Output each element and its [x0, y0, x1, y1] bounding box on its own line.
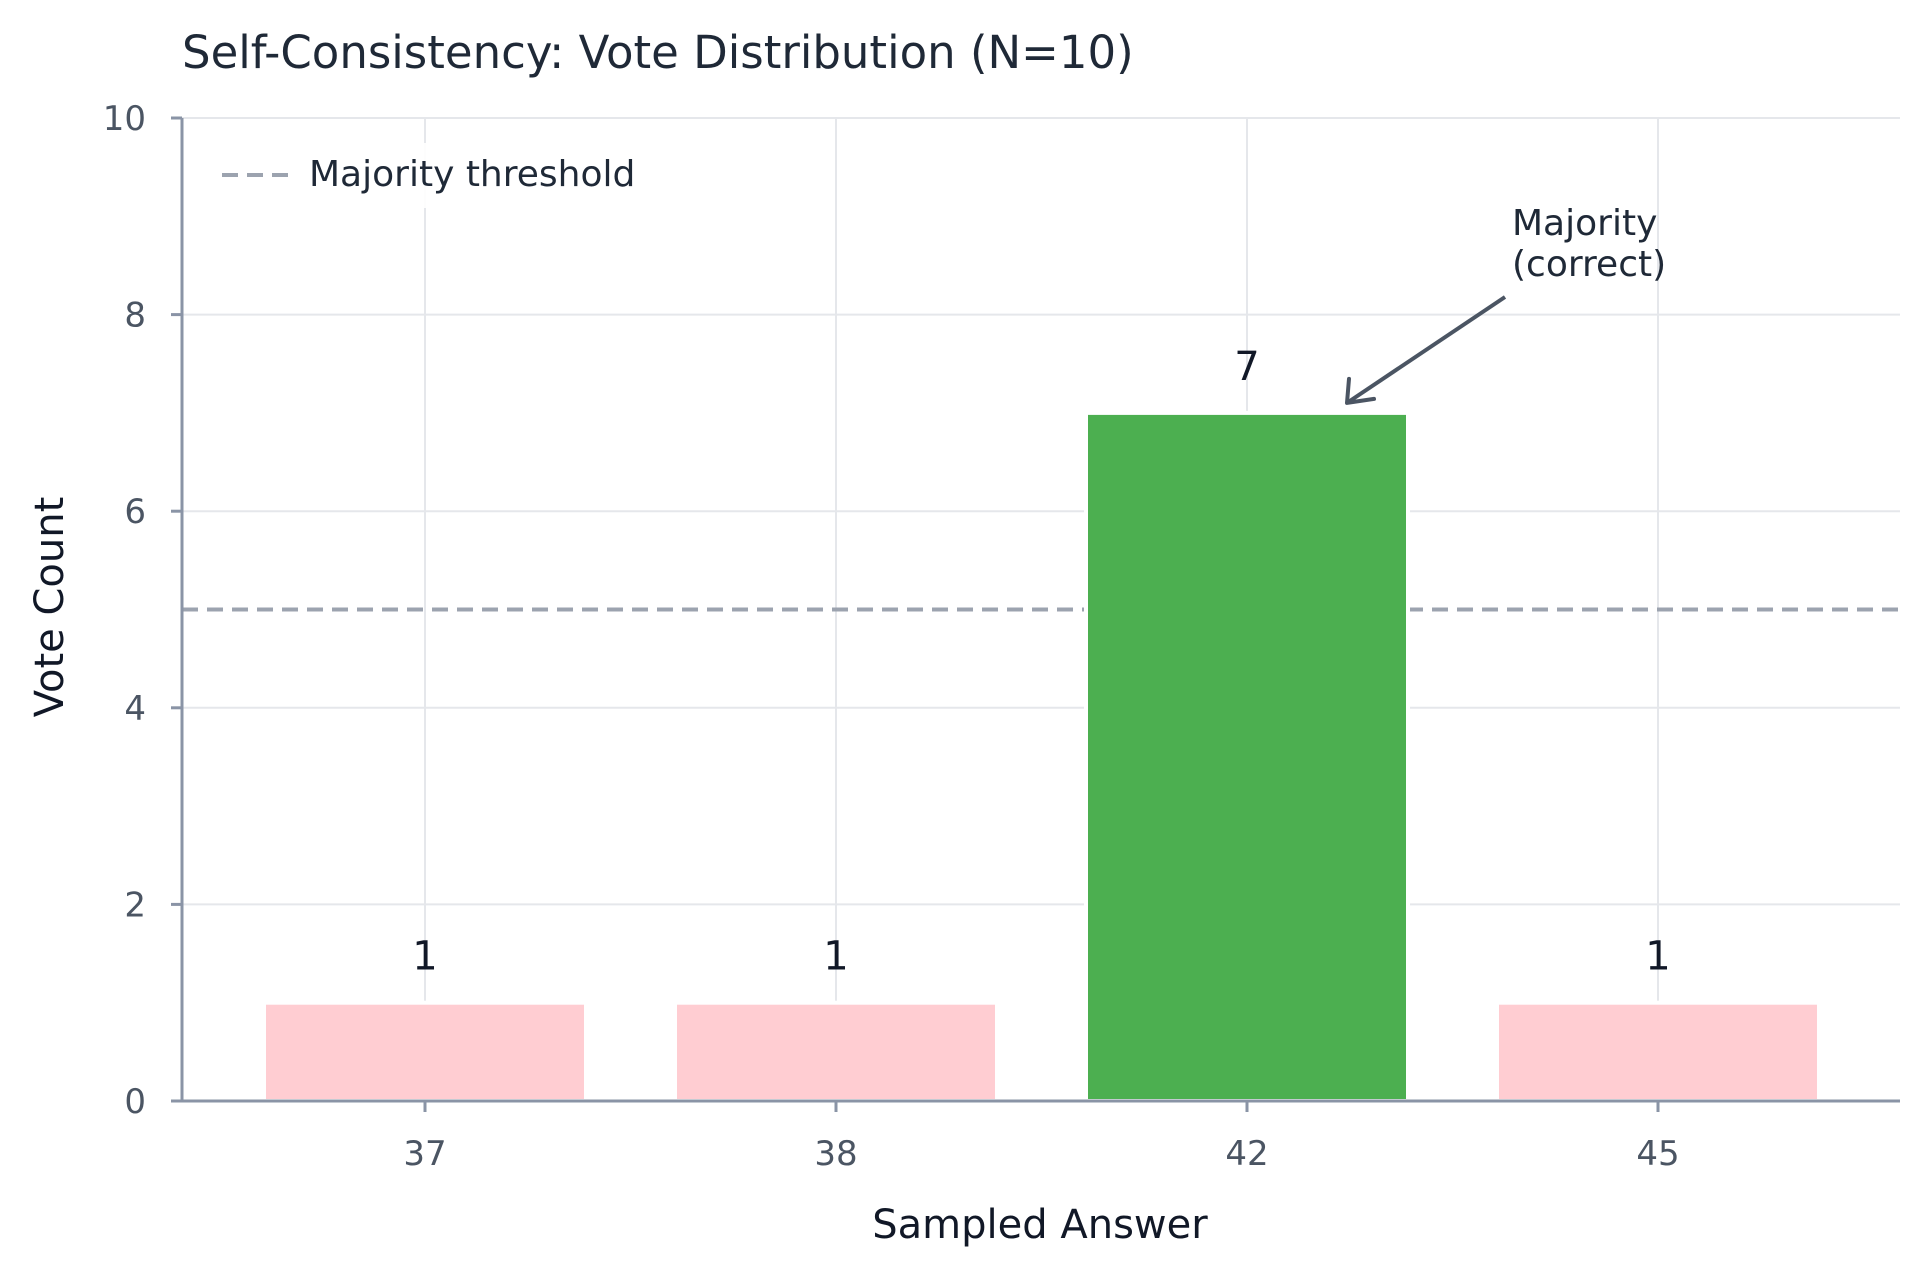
- bar-45: [1495, 1000, 1821, 1104]
- y-tick-label-4: 8: [124, 296, 146, 336]
- x-tick-label-45: 45: [1636, 1134, 1679, 1174]
- grid: [182, 117, 1900, 1102]
- y-tick-label-2: 4: [124, 689, 146, 729]
- y-axis-label: Vote Count: [27, 497, 73, 718]
- data-labels: 1 1 7 1: [412, 344, 1670, 980]
- chart-title: Self-Consistency: Vote Distribution (N=1…: [182, 26, 1134, 79]
- y-tick-label-5: 10: [103, 99, 146, 139]
- data-label-42: 7: [1234, 344, 1259, 390]
- axes: 0 2 4 6 8 10 37 38 42 45: [103, 99, 1900, 1174]
- y-tick-label-0: 0: [124, 1082, 146, 1122]
- bar-37: [262, 1000, 588, 1104]
- annotation-arrow-shaft: [1345, 295, 1507, 405]
- y-tick-label-1: 2: [124, 885, 146, 925]
- bar-42: [1084, 410, 1410, 1103]
- bar-38: [673, 1000, 999, 1104]
- legend-threshold-label: Majority threshold: [309, 154, 635, 195]
- data-label-38: 1: [823, 934, 848, 980]
- y-tick-label-3: 6: [124, 492, 146, 532]
- annotation-arrow-head: [1345, 376, 1376, 405]
- bars: [262, 410, 1821, 1104]
- x-tick-label-37: 37: [403, 1134, 446, 1174]
- annotation-line-1: (correct): [1512, 244, 1666, 285]
- annotation: Majority(correct): [1345, 203, 1666, 405]
- x-tick-label-42: 42: [1225, 1134, 1268, 1174]
- x-axis-label: Sampled Answer: [872, 1202, 1208, 1248]
- annotation-line-0: Majority: [1512, 203, 1657, 244]
- data-label-37: 1: [412, 934, 437, 980]
- x-tick-label-38: 38: [814, 1134, 857, 1174]
- data-label-45: 1: [1645, 934, 1670, 980]
- legend: Majority threshold: [205, 143, 650, 208]
